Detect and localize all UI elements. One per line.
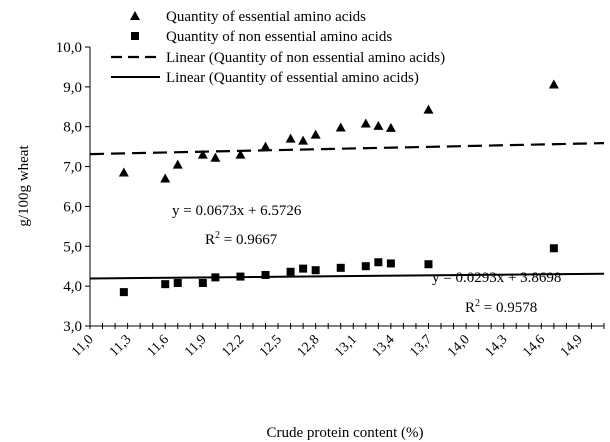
point-non-essential-square bbox=[286, 267, 295, 276]
point-essential-triangle bbox=[360, 118, 371, 128]
y-tick-label: 4,0 bbox=[63, 279, 82, 295]
point-essential-triangle bbox=[310, 129, 321, 139]
point-essential-triangle bbox=[423, 104, 434, 114]
point-non-essential-square bbox=[261, 270, 270, 279]
point-essential-triangle bbox=[385, 122, 396, 132]
legend-label-non-essential: Quantity of non essential amino acids bbox=[166, 29, 392, 45]
x-tick-label: 11,0 bbox=[69, 332, 97, 360]
equation-lower: y = 0.0293x + 3.8698 bbox=[432, 270, 561, 286]
point-non-essential-square bbox=[119, 288, 128, 297]
legend-square-marker bbox=[131, 32, 139, 40]
point-essential-triangle bbox=[160, 173, 171, 183]
point-non-essential-square bbox=[299, 264, 308, 273]
x-ticks: 11,0 11,3 11,6 11,9 12,2 12,5 12,8 13,1 13,4 13,7… bbox=[69, 323, 605, 360]
point-essential-triangle bbox=[172, 159, 183, 169]
legend-label-linear-non-essential: Linear (Quantity of non essential amino … bbox=[166, 50, 445, 66]
trendline-dashed bbox=[89, 142, 605, 156]
point-non-essential-square bbox=[311, 266, 320, 275]
point-essential-triangle bbox=[373, 120, 384, 130]
point-non-essential-square bbox=[549, 244, 558, 253]
legend-triangle-marker bbox=[130, 11, 140, 20]
x-tick-label: 14,0 bbox=[445, 332, 473, 360]
y-tick-label: 9,0 bbox=[63, 80, 82, 96]
data-points bbox=[118, 79, 559, 297]
point-essential-triangle bbox=[298, 135, 309, 145]
x-tick-label: 13,7 bbox=[407, 332, 435, 360]
r2-upper-exp: 2 bbox=[215, 230, 220, 241]
point-essential-triangle bbox=[118, 167, 129, 177]
x-axis-title: Crude protein content (%) bbox=[266, 425, 423, 441]
x-tick-label: 14,3 bbox=[483, 332, 511, 360]
x-tick-label: 14,9 bbox=[558, 332, 586, 360]
r2-upper-label: R bbox=[205, 232, 215, 248]
y-tick-label: 7,0 bbox=[63, 160, 82, 176]
trendline-annotation-upper: y = 0.0673x + 6.5726 R2 = 0.9667 bbox=[172, 203, 302, 248]
x-tick-label: 13,4 bbox=[370, 332, 398, 360]
point-non-essential-square bbox=[336, 263, 345, 272]
y-tick-label: 8,0 bbox=[63, 120, 82, 136]
y-axis-title: g/100g wheat bbox=[16, 145, 32, 227]
point-non-essential-square bbox=[211, 273, 220, 282]
legend-label-essential: Quantity of essential amino acids bbox=[166, 9, 366, 25]
trendline-annotation-lower: y = 0.0293x + 3.8698 R2 = 0.9578 bbox=[432, 270, 561, 316]
point-non-essential-square bbox=[161, 280, 170, 289]
point-non-essential-square bbox=[374, 258, 383, 267]
point-essential-triangle bbox=[335, 122, 346, 132]
point-essential-triangle bbox=[210, 152, 221, 162]
point-non-essential-square bbox=[361, 262, 370, 271]
y-tick-label: 5,0 bbox=[63, 239, 82, 255]
legend-label-linear-essential: Linear (Quantity of essential amino acid… bbox=[166, 70, 419, 86]
x-tick-label: 13,1 bbox=[332, 332, 360, 360]
x-tick-label: 12,8 bbox=[295, 332, 323, 360]
point-essential-triangle bbox=[235, 149, 246, 159]
r2-lower-label: R bbox=[465, 300, 475, 316]
trendline-solid bbox=[89, 272, 605, 280]
point-non-essential-square bbox=[173, 278, 182, 287]
r2-lower-exp: 2 bbox=[475, 298, 480, 309]
point-essential-triangle bbox=[197, 149, 208, 159]
y-tick-label: 6,0 bbox=[63, 199, 82, 215]
point-non-essential-square bbox=[198, 278, 207, 287]
point-essential-triangle bbox=[285, 133, 296, 143]
point-essential-triangle bbox=[548, 79, 559, 89]
x-tick-label: 12,2 bbox=[219, 332, 247, 360]
legend: Quantity of essential amino acids Quanti… bbox=[111, 9, 445, 86]
point-non-essential-square bbox=[386, 259, 395, 268]
r2-lower: R2 = 0.9578 bbox=[465, 298, 537, 316]
x-tick-label: 11,6 bbox=[144, 332, 172, 360]
x-tick-label: 12,5 bbox=[257, 332, 285, 360]
r2-lower-value: = 0.9578 bbox=[480, 300, 537, 316]
y-tick-label: 10,0 bbox=[56, 40, 82, 56]
x-tick-label: 11,3 bbox=[107, 332, 135, 360]
point-non-essential-square bbox=[236, 272, 245, 281]
x-tick-label: 11,9 bbox=[182, 332, 210, 360]
r2-upper: R2 = 0.9667 bbox=[205, 230, 278, 248]
trendlines bbox=[89, 142, 605, 280]
x-tick-label: 14,6 bbox=[520, 332, 548, 360]
point-essential-triangle bbox=[260, 141, 271, 151]
equation-upper: y = 0.0673x + 6.5726 bbox=[172, 203, 302, 219]
y-tick-label: 3,0 bbox=[63, 319, 82, 335]
y-ticks: 3,0 4,0 5,0 6,0 7,0 8,0 9,0 10,0 bbox=[56, 40, 90, 335]
point-non-essential-square bbox=[424, 260, 433, 269]
r2-upper-value: = 0.9667 bbox=[220, 232, 278, 248]
